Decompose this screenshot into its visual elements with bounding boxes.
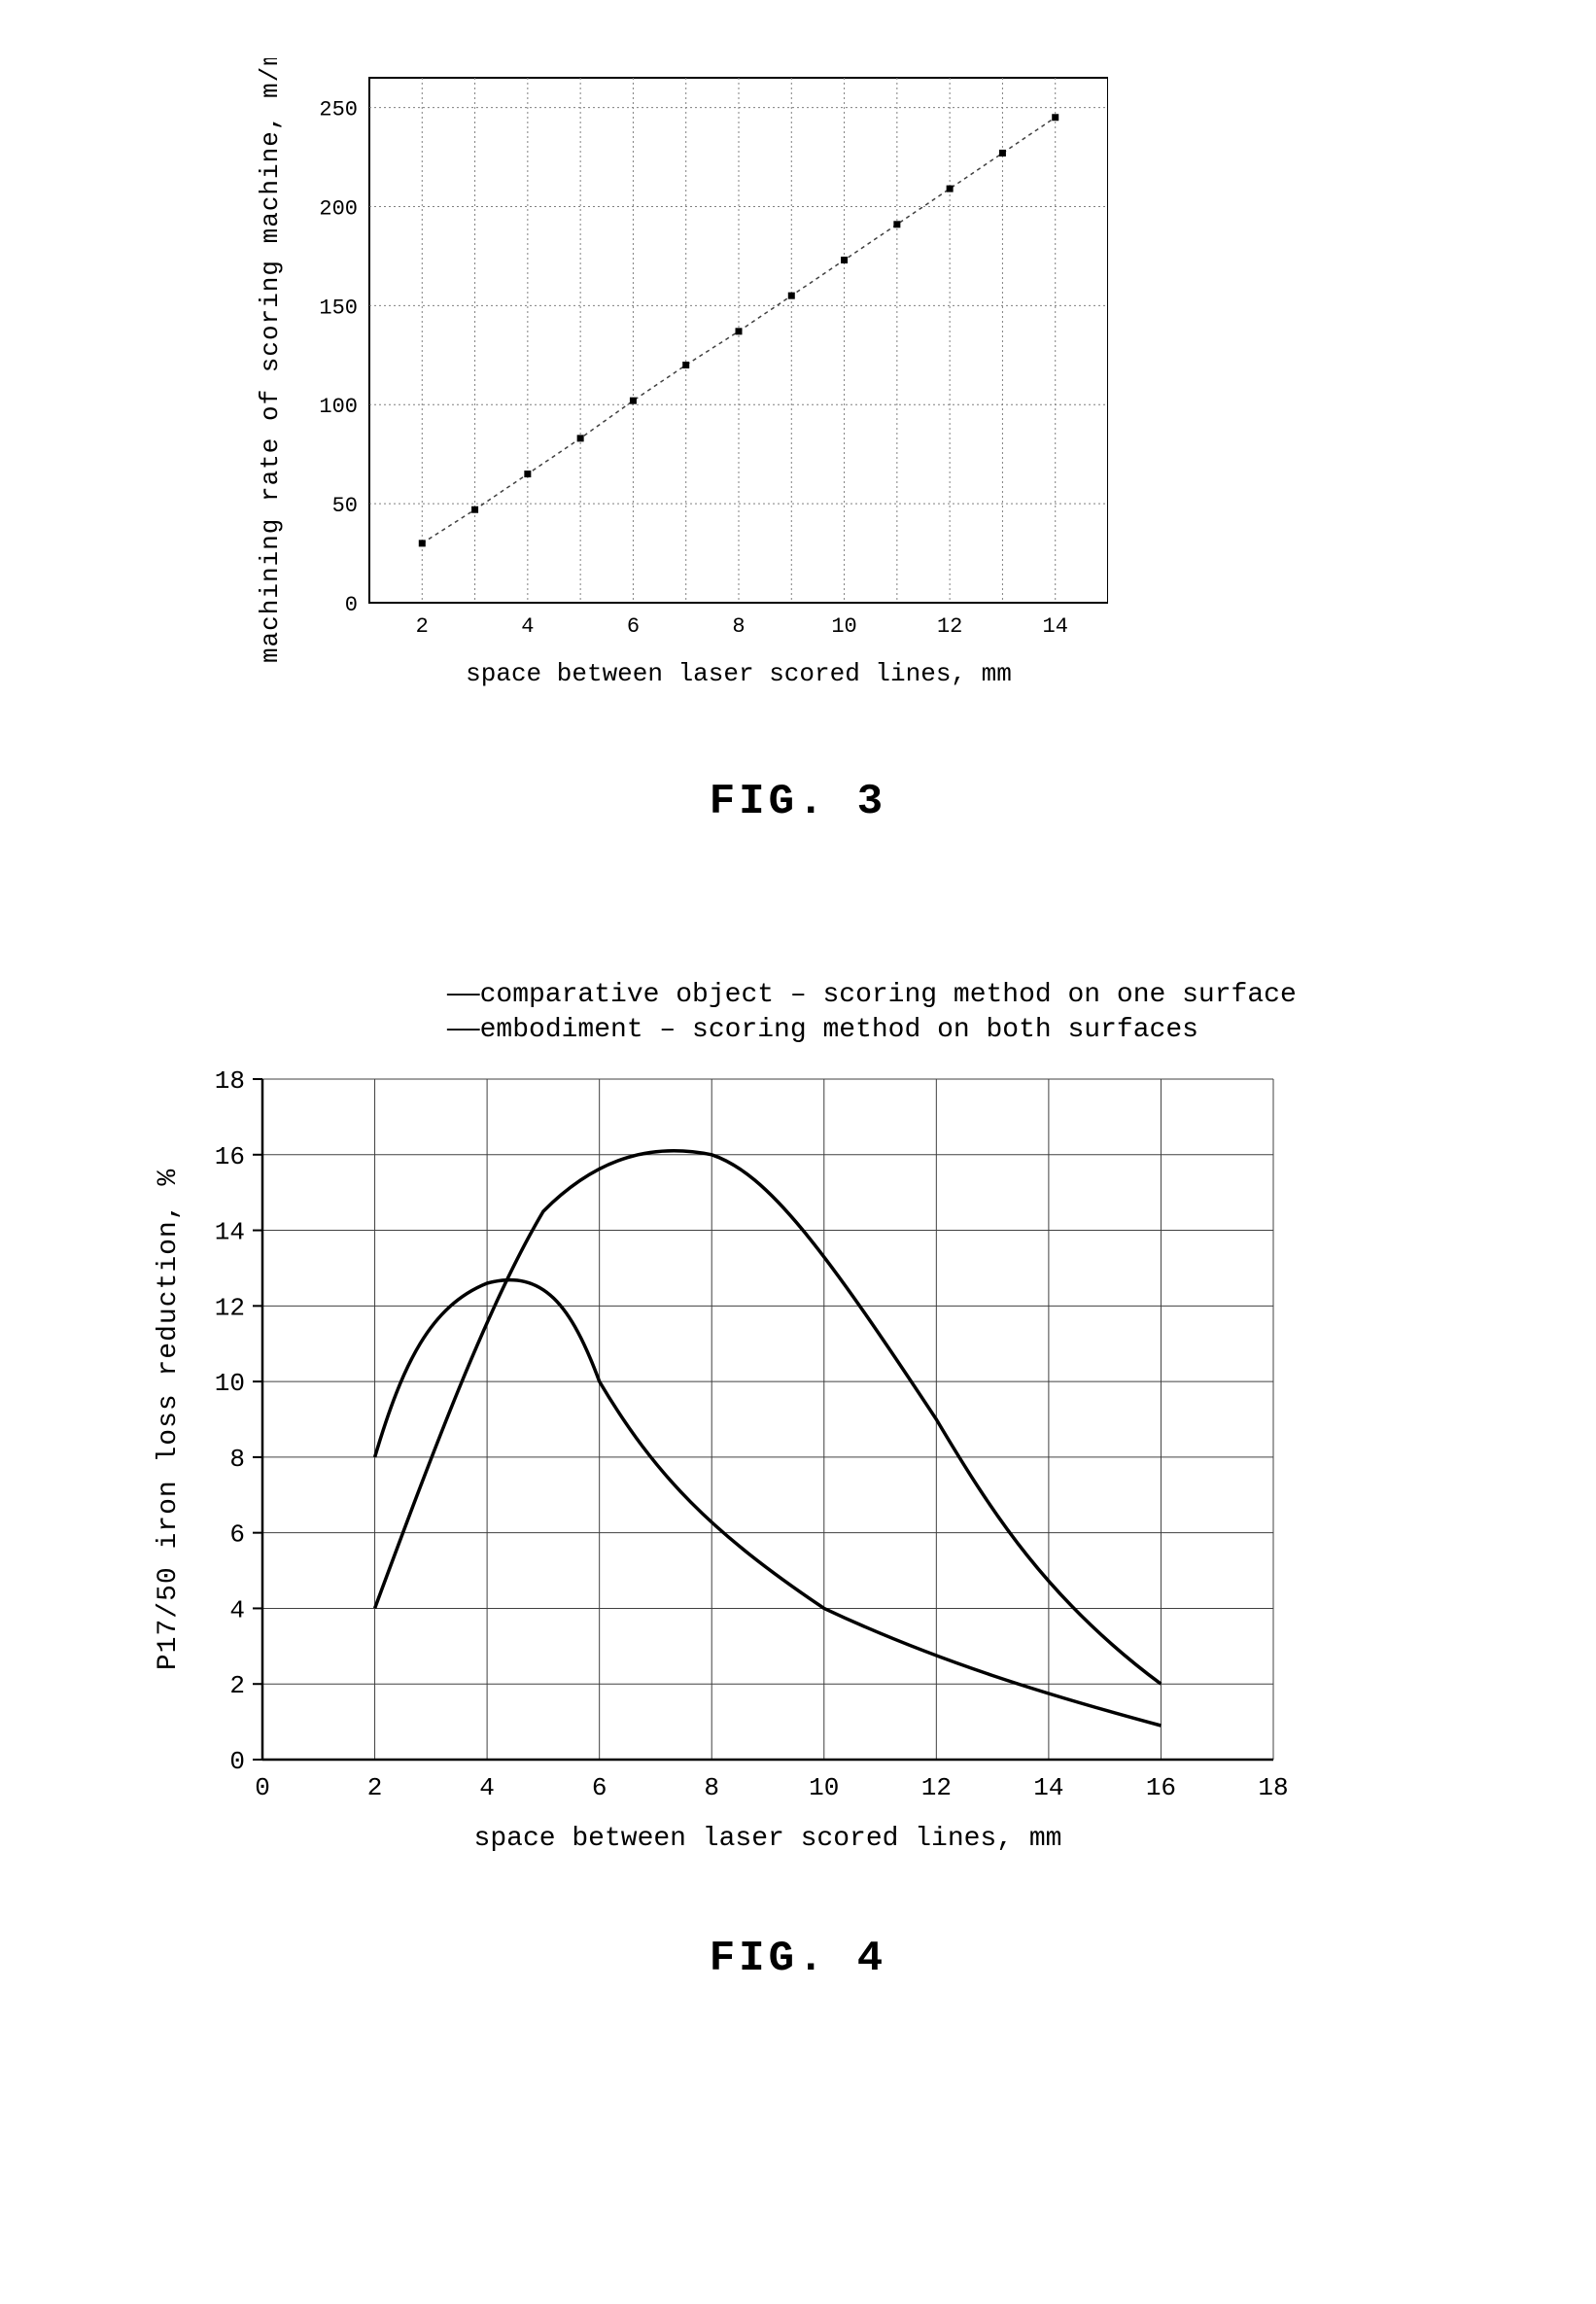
fig3-xtick: 14 [1043,614,1068,639]
fig4-xtick: 2 [367,1773,383,1802]
fig3-xtick: 4 [521,614,534,639]
fig3-ylabel: machining rate of scoring machine, m/min [256,58,285,663]
fig4-ytick: 2 [229,1671,245,1700]
fig3-ytick: 50 [332,494,358,518]
fig4-svg: ——comparative object – scoring method on… [126,982,1370,1876]
fig3-svg: 2 4 6 8 10 12 14 0 50 100 150 200 250 space between l… [214,58,1108,719]
fig4-chart-wrapper: ——comparative object – scoring method on… [126,982,1370,1876]
fig3-xtick: 8 [732,614,745,639]
fig4-xtick: 16 [1146,1773,1176,1802]
fig4-legend-2: ——embodiment – scoring method on both su… [446,1015,1198,1045]
fig4-ytick: 14 [215,1218,245,1247]
fig4-ylabel: P17/50 iron loss reduction, % [154,1169,184,1670]
fig4-ytick: 16 [215,1142,245,1171]
fig4-legend-1: ——comparative object – scoring method on… [446,982,1297,1010]
fig4-xtick: 6 [592,1773,607,1802]
fig3-ytick: 150 [319,296,358,320]
fig3-ytick: 200 [319,196,358,221]
fig3-xtick: 12 [937,614,962,639]
fig3-chart-wrapper: 2 4 6 8 10 12 14 0 50 100 150 200 250 space between l… [214,58,1108,719]
fig3-ytick: 0 [345,593,358,617]
fig4-xtick: 12 [921,1773,952,1802]
fig3-xtick: 10 [831,614,856,639]
fig3-caption: FIG. 3 [39,778,1557,826]
fig4-xtick: 4 [479,1773,495,1802]
fig3-ytick: 100 [319,395,358,419]
fig4-xtick: 8 [704,1773,719,1802]
fig4-ytick: 6 [229,1520,245,1550]
fig3-xlabel: space between laser scored lines, mm [466,659,1012,688]
fig4-xtick: 10 [809,1773,839,1802]
figure-3-container: 2 4 6 8 10 12 14 0 50 100 150 200 250 space between l… [39,58,1557,826]
fig4-ytick: 4 [229,1595,245,1624]
fig3-xtick: 2 [416,614,429,639]
fig4-xtick: 14 [1033,1773,1063,1802]
fig4-ytick: 0 [229,1747,245,1776]
figure-4-container: ——comparative object – scoring method on… [39,982,1557,1983]
fig4-ytick: 18 [215,1066,245,1096]
fig3-xtick: 6 [627,614,640,639]
fig4-ytick: 10 [215,1369,245,1398]
fig4-xtick: 0 [255,1773,270,1802]
fig4-xlabel: space between laser scored lines, mm [474,1824,1062,1854]
fig4-ytick: 8 [229,1445,245,1474]
fig4-caption: FIG. 4 [39,1935,1557,1983]
fig4-ytick: 12 [215,1293,245,1322]
fig4-series-comparative [375,1280,1162,1726]
fig3-ytick: 250 [319,98,358,122]
fig4-xtick: 18 [1258,1773,1288,1802]
